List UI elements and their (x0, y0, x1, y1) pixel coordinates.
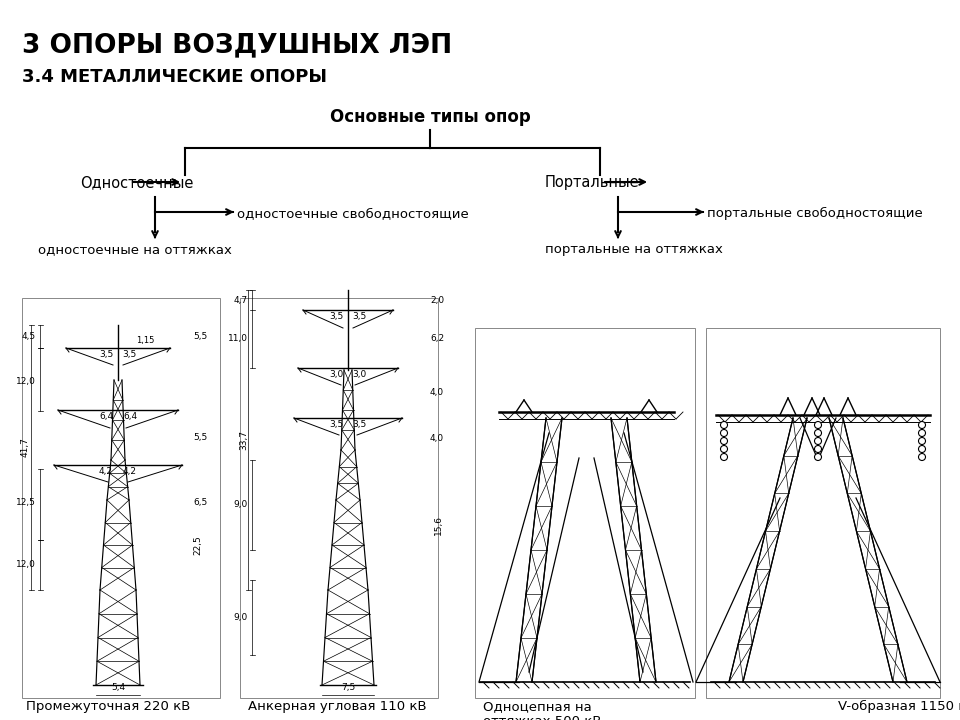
Text: 4,0: 4,0 (430, 434, 444, 444)
Text: портальные на оттяжках: портальные на оттяжках (545, 243, 723, 256)
Circle shape (721, 446, 728, 452)
Text: 1,15: 1,15 (136, 336, 155, 344)
Text: 6,4: 6,4 (123, 412, 137, 421)
Text: 12,5: 12,5 (16, 498, 36, 507)
Text: 4,0: 4,0 (430, 389, 444, 397)
Text: 3,5: 3,5 (352, 420, 367, 429)
Text: 15,6: 15,6 (434, 515, 443, 535)
Text: 2,0: 2,0 (430, 295, 444, 305)
Text: 3.4 МЕТАЛЛИЧЕСКИЕ ОПОРЫ: 3.4 МЕТАЛЛИЧЕСКИЕ ОПОРЫ (22, 68, 327, 86)
Circle shape (919, 421, 925, 428)
Text: 6,2: 6,2 (430, 335, 444, 343)
Bar (22, 298, 220, 698)
Text: 3 ОПОРЫ ВОЗДУШНЫХ ЛЭП: 3 ОПОРЫ ВОЗДУШНЫХ ЛЭП (22, 32, 452, 58)
Circle shape (919, 430, 925, 436)
Text: 3,5: 3,5 (352, 312, 367, 321)
Text: портальные свободностоящие: портальные свободностоящие (707, 207, 923, 220)
Text: 3,5: 3,5 (100, 350, 114, 359)
Text: Промежуточная 220 кВ: Промежуточная 220 кВ (26, 700, 190, 713)
Text: 12,0: 12,0 (16, 560, 36, 570)
Text: 12,0: 12,0 (16, 377, 36, 386)
Text: Одноцепная на
оттяжках 500 кВ: Одноцепная на оттяжках 500 кВ (483, 700, 602, 720)
Text: V-образная 1150 кВ: V-образная 1150 кВ (838, 700, 960, 713)
Text: 41,7: 41,7 (20, 438, 30, 457)
Text: 11,0: 11,0 (228, 335, 248, 343)
Text: 4,2: 4,2 (123, 467, 137, 476)
Text: 3,5: 3,5 (122, 350, 136, 359)
Text: 33,7: 33,7 (239, 430, 249, 450)
Text: одностоечные свободностоящие: одностоечные свободностоящие (237, 207, 468, 220)
Circle shape (919, 446, 925, 452)
Text: одностоечные на оттяжках: одностоечные на оттяжках (38, 243, 232, 256)
Bar (475, 328, 695, 698)
Text: 9,0: 9,0 (233, 613, 248, 622)
Text: 7,5: 7,5 (341, 683, 355, 692)
Text: 9,0: 9,0 (233, 500, 248, 510)
Circle shape (721, 430, 728, 436)
Circle shape (919, 438, 925, 444)
Circle shape (721, 438, 728, 444)
Text: 5,4: 5,4 (111, 683, 125, 692)
Text: 3,0: 3,0 (352, 370, 367, 379)
Bar (240, 298, 438, 698)
Text: 22,5: 22,5 (193, 535, 202, 555)
Text: 4,2: 4,2 (99, 467, 113, 476)
Circle shape (814, 446, 822, 452)
Text: 6,5: 6,5 (193, 498, 207, 507)
Text: Портальные: Портальные (545, 175, 639, 190)
Text: Одностоечные: Одностоечные (80, 175, 193, 190)
Circle shape (814, 454, 822, 461)
Bar (706, 328, 940, 698)
Circle shape (721, 454, 728, 461)
Text: 6,4: 6,4 (99, 412, 113, 421)
Text: Основные типы опор: Основные типы опор (329, 108, 530, 126)
Text: 4,7: 4,7 (234, 295, 248, 305)
Text: 3,5: 3,5 (329, 312, 344, 321)
Text: 5,5: 5,5 (193, 332, 207, 341)
Text: 4,5: 4,5 (22, 332, 36, 341)
Circle shape (814, 421, 822, 428)
Text: Анкерная угловая 110 кВ: Анкерная угловая 110 кВ (248, 700, 426, 713)
Text: 3,0: 3,0 (329, 370, 344, 379)
Circle shape (814, 438, 822, 444)
Circle shape (721, 421, 728, 428)
Circle shape (919, 454, 925, 461)
Text: 5,5: 5,5 (193, 433, 207, 442)
Circle shape (814, 430, 822, 436)
Text: 3,5: 3,5 (329, 420, 344, 429)
